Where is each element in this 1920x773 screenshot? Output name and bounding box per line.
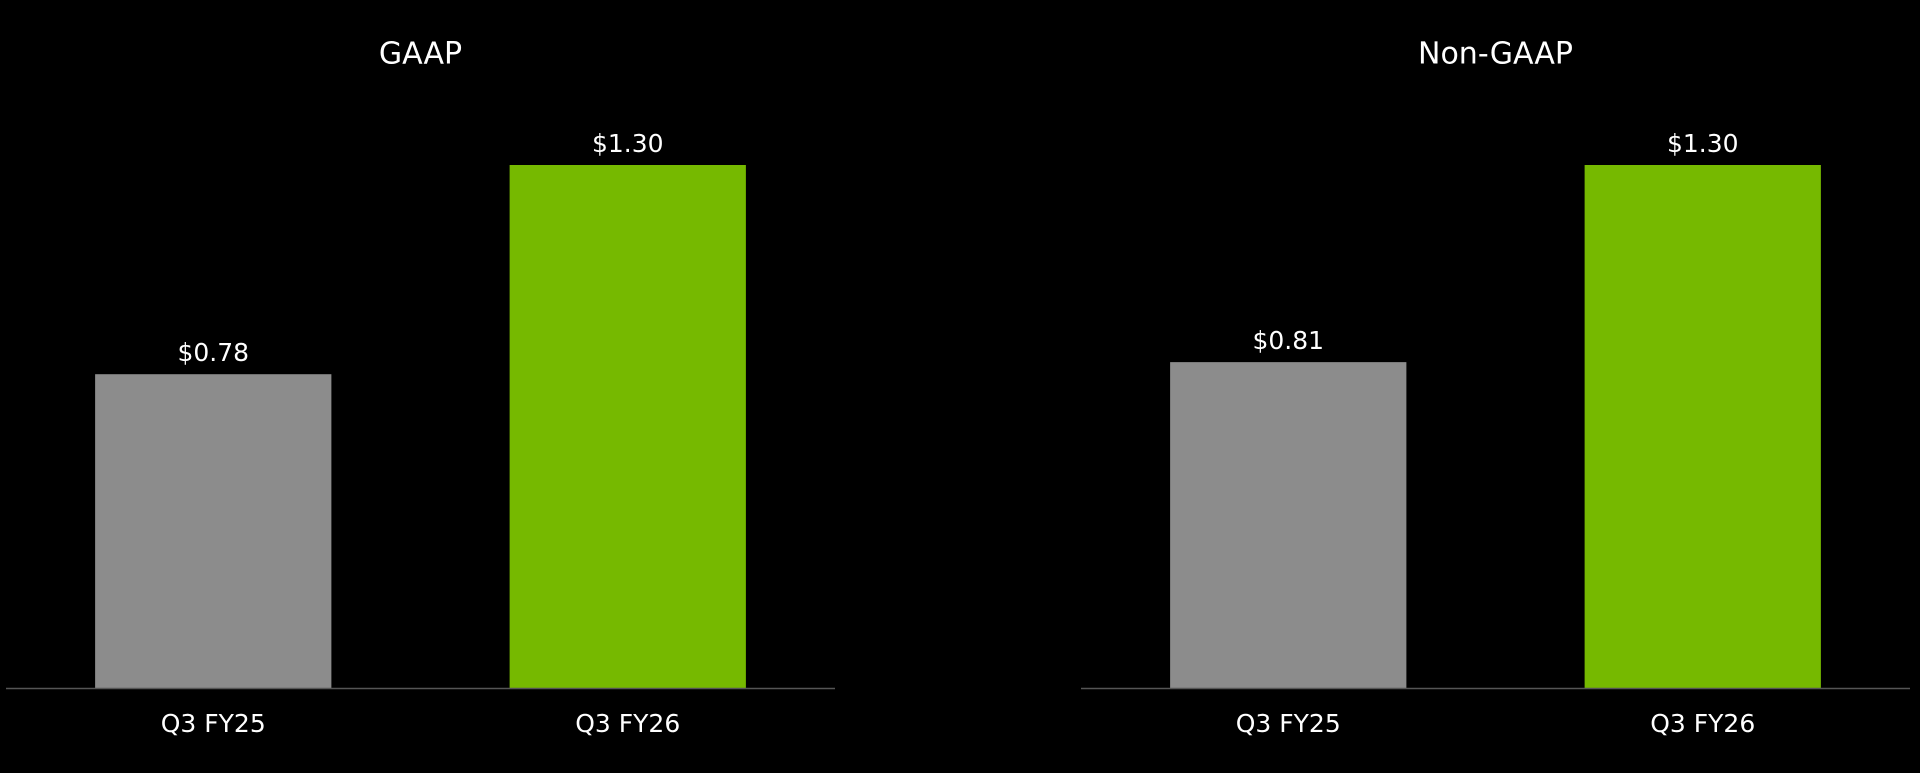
x-tick-label: Q3 FY25 <box>1236 709 1341 738</box>
bar <box>95 374 332 688</box>
x-tick-label: Q3 FY25 <box>161 709 266 738</box>
bar <box>1584 165 1821 688</box>
x-tick-label: Q3 FY26 <box>575 709 680 738</box>
value-label: $1.30 <box>592 129 664 158</box>
bar <box>509 165 746 688</box>
value-label: $1.30 <box>1667 129 1739 158</box>
bar <box>1170 362 1407 688</box>
value-label: $0.81 <box>1252 326 1324 355</box>
chart-title: GAAP <box>379 37 462 72</box>
value-label: $0.78 <box>177 338 249 367</box>
x-tick-label: Q3 FY26 <box>1650 709 1755 738</box>
chart-title: Non-GAAP <box>1418 37 1573 72</box>
